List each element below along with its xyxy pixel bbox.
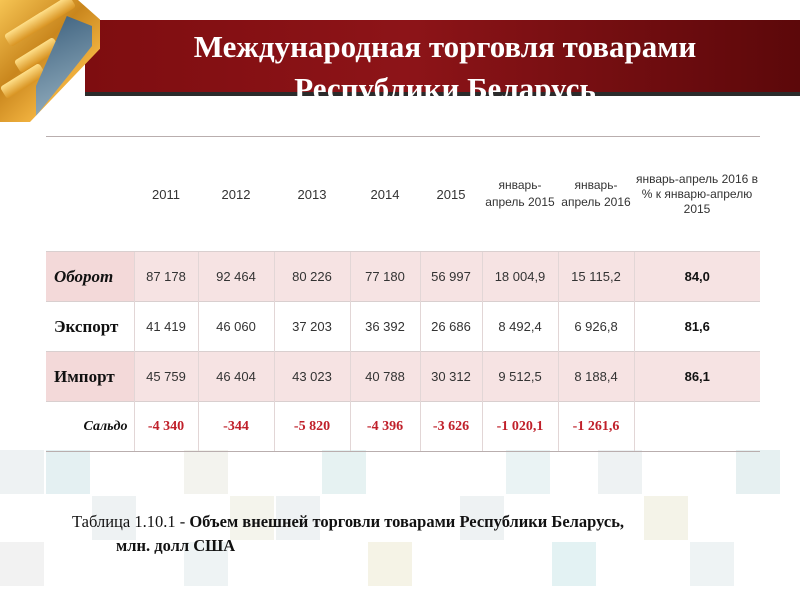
header-cell: 2012 <box>198 136 274 252</box>
table-cell: 15 115,2 <box>557 251 634 302</box>
row-label: Импорт <box>46 351 134 402</box>
slide-header: Международная торговля товарами Республи… <box>0 0 800 128</box>
header-cell: январь-апрель 2016 <box>558 136 634 252</box>
table-cell: 30 312 <box>419 351 482 402</box>
table-cell <box>633 401 760 452</box>
title-band <box>85 20 800 92</box>
caption-title: Объем внешней торговли товарами Республи… <box>189 512 625 531</box>
table-cell: 43 023 <box>273 351 350 402</box>
table-row: Экспорт 41 419 46 060 37 203 36 392 26 6… <box>46 301 760 352</box>
table-caption: Таблица 1.10.1 - Объем внешней торговли … <box>72 510 772 558</box>
table-cell: -344 <box>197 401 274 452</box>
table-cell: 92 464 <box>197 251 274 302</box>
header-empty <box>46 136 134 252</box>
table-row: Оборот 87 178 92 464 80 226 77 180 56 99… <box>46 251 760 302</box>
header-cell: январь-апрель 2015 <box>482 136 558 252</box>
trade-table: 2011 2012 2013 2014 2015 январь-апрель 2… <box>46 136 760 452</box>
table-cell: 6 926,8 <box>557 301 634 352</box>
table-header-row: 2011 2012 2013 2014 2015 январь-апрель 2… <box>46 136 760 252</box>
table-cell: 86,1 <box>633 351 760 402</box>
table-cell: 80 226 <box>273 251 350 302</box>
header-cell: 2013 <box>274 136 350 252</box>
row-label: Сальдо <box>46 401 134 452</box>
table-cell: 36 392 <box>349 301 420 352</box>
table-cell: -4 396 <box>349 401 420 452</box>
background-tiles <box>0 440 800 600</box>
table-cell: -1 261,6 <box>557 401 634 452</box>
row-label: Экспорт <box>46 301 134 352</box>
table-cell: 77 180 <box>349 251 420 302</box>
table-cell: 87 178 <box>133 251 198 302</box>
title-underline <box>85 92 800 96</box>
table-cell: 41 419 <box>133 301 198 352</box>
table-cell: 56 997 <box>419 251 482 302</box>
header-cell: январь-апрель 2016 в % к январю-апрелю 2… <box>634 136 760 252</box>
table-cell: 46 404 <box>197 351 274 402</box>
table-row: Импорт 45 759 46 404 43 023 40 788 30 31… <box>46 351 760 402</box>
table-cell: 84,0 <box>633 251 760 302</box>
table-cell: 8 188,4 <box>557 351 634 402</box>
table-cell: 18 004,9 <box>481 251 558 302</box>
header-cell: 2011 <box>134 136 198 252</box>
header-cell: 2015 <box>420 136 482 252</box>
caption-prefix: Таблица 1.10.1 - <box>72 512 190 531</box>
gold-bars-logo <box>0 0 100 122</box>
table-cell: 81,6 <box>633 301 760 352</box>
table-cell: 8 492,4 <box>481 301 558 352</box>
table-cell: -3 626 <box>419 401 482 452</box>
table-cell: 37 203 <box>273 301 350 352</box>
table-row: Сальдо -4 340 -344 -5 820 -4 396 -3 626 … <box>46 401 760 452</box>
table-cell: 40 788 <box>349 351 420 402</box>
table-cell: 45 759 <box>133 351 198 402</box>
caption-units: млн. долл США <box>116 536 236 555</box>
table-cell: 46 060 <box>197 301 274 352</box>
header-cell: 2014 <box>350 136 420 252</box>
table-cell: 26 686 <box>419 301 482 352</box>
slide-title: Международная торговля товарами Республи… <box>193 29 697 96</box>
table-cell: 9 512,5 <box>481 351 558 402</box>
table-cell: -5 820 <box>273 401 350 452</box>
table-cell: -1 020,1 <box>481 401 558 452</box>
row-label: Оборот <box>46 251 134 302</box>
table-cell: -4 340 <box>133 401 198 452</box>
